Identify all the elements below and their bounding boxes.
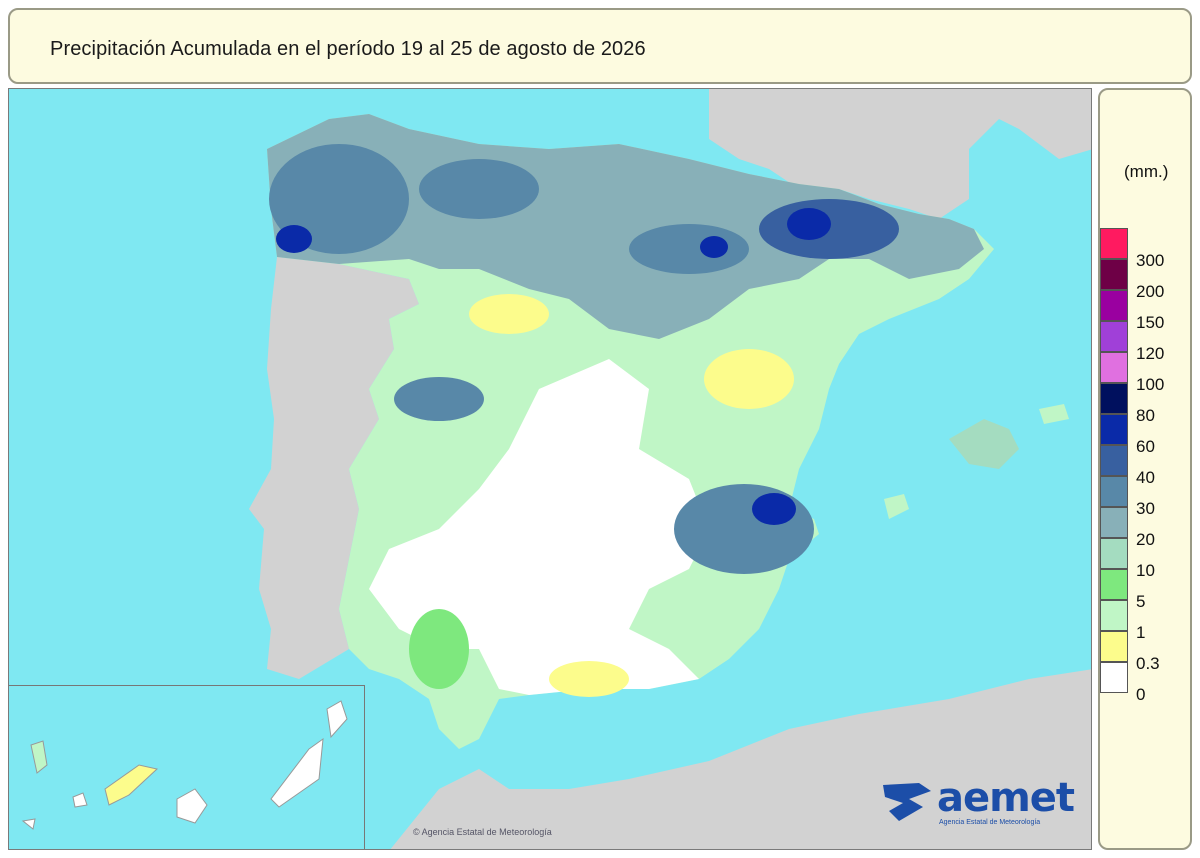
galicia-peak — [276, 225, 312, 253]
legend-swatch — [1100, 631, 1128, 662]
aemet-logo: aemet Agencia Estatal de Meteorología — [879, 775, 1079, 831]
central-yellow-1 — [704, 349, 794, 409]
burgos-peak — [700, 236, 728, 258]
legend-label: 80 — [1136, 406, 1155, 425]
pyrenees-peak — [787, 208, 831, 240]
legend-scale: 300 200 150 120 100 80 60 40 30 20 10 5 1 0.3 0 — [1100, 90, 1194, 852]
mallorca — [949, 419, 1019, 469]
title-bar: Precipitación Acumulada en el período 19… — [8, 8, 1192, 84]
map-title: Precipitación Acumulada en el período 19… — [50, 38, 646, 60]
logo-subtitle: Agencia Estatal de Meteorología — [939, 819, 1041, 826]
legend-label: 1 — [1136, 623, 1146, 642]
legend-label: 300 — [1136, 251, 1165, 270]
legend-swatch — [1100, 352, 1128, 383]
aemet-logo-icon — [883, 783, 931, 821]
legend-label: 60 — [1136, 437, 1155, 456]
legend-panel: (mm.) 300 200 150 120 100 80 60 40 30 20 10 5 1 0.3 0 — [1098, 88, 1192, 850]
legend-label: 0 — [1136, 685, 1146, 704]
legend-swatch — [1100, 538, 1128, 569]
legend-swatch — [1100, 600, 1128, 631]
legend-swatch — [1100, 662, 1128, 693]
valencia-zone — [674, 484, 814, 574]
map-area: aemet Agencia Estatal de Meteorología © … — [8, 88, 1092, 850]
central-yellow-2 — [469, 294, 549, 334]
legend-label: 10 — [1136, 561, 1155, 580]
canary-tenerife — [104, 764, 159, 806]
legend-units: (mm.) — [1124, 162, 1169, 181]
canary-fuerteventura — [270, 737, 324, 808]
legend-swatch — [1100, 414, 1128, 445]
legend-label: 100 — [1136, 375, 1165, 394]
canary-la-palma — [30, 740, 48, 774]
canary-hierro — [21, 818, 36, 830]
legend-label: 120 — [1136, 344, 1165, 363]
canary-inset-frame — [9, 685, 365, 849]
legend-swatch — [1100, 290, 1128, 321]
precipitation-map — [9, 89, 1091, 849]
portugal-land — [249, 257, 419, 679]
legend-swatch — [1100, 259, 1128, 290]
canary-gran-canaria — [176, 788, 208, 824]
legend-swatch — [1100, 383, 1128, 414]
legend-label: 0.3 — [1136, 654, 1160, 673]
burgos-zone — [629, 224, 749, 274]
legend-swatch — [1100, 476, 1128, 507]
galicia-zone — [269, 144, 409, 254]
legend-swatch — [1100, 321, 1128, 352]
legend-swatch — [1100, 569, 1128, 600]
menorca — [1039, 404, 1069, 424]
canary-inset-bg — [9, 685, 365, 849]
legend-swatch — [1100, 228, 1128, 259]
legend-label: 150 — [1136, 313, 1165, 332]
legend-label: 200 — [1136, 282, 1165, 301]
copyright-notice: © Agencia Estatal de Meteorología — [413, 827, 552, 837]
ibiza — [884, 494, 909, 519]
extremadura-zone — [394, 377, 484, 421]
logo-text: aemet — [937, 775, 1075, 821]
legend-label: 5 — [1136, 592, 1146, 611]
valencia-peak — [752, 493, 796, 525]
canary-gomera — [72, 792, 88, 808]
central-dry — [369, 359, 709, 695]
legend-swatch — [1100, 445, 1128, 476]
legend-swatch — [1100, 507, 1128, 538]
legend-label: 20 — [1136, 530, 1155, 549]
cantabria-zone — [419, 159, 539, 219]
legend-label: 30 — [1136, 499, 1155, 518]
canary-lanzarote — [326, 700, 348, 739]
legend-label: 40 — [1136, 468, 1155, 487]
west-green — [409, 609, 469, 689]
south-yellow — [549, 661, 629, 697]
